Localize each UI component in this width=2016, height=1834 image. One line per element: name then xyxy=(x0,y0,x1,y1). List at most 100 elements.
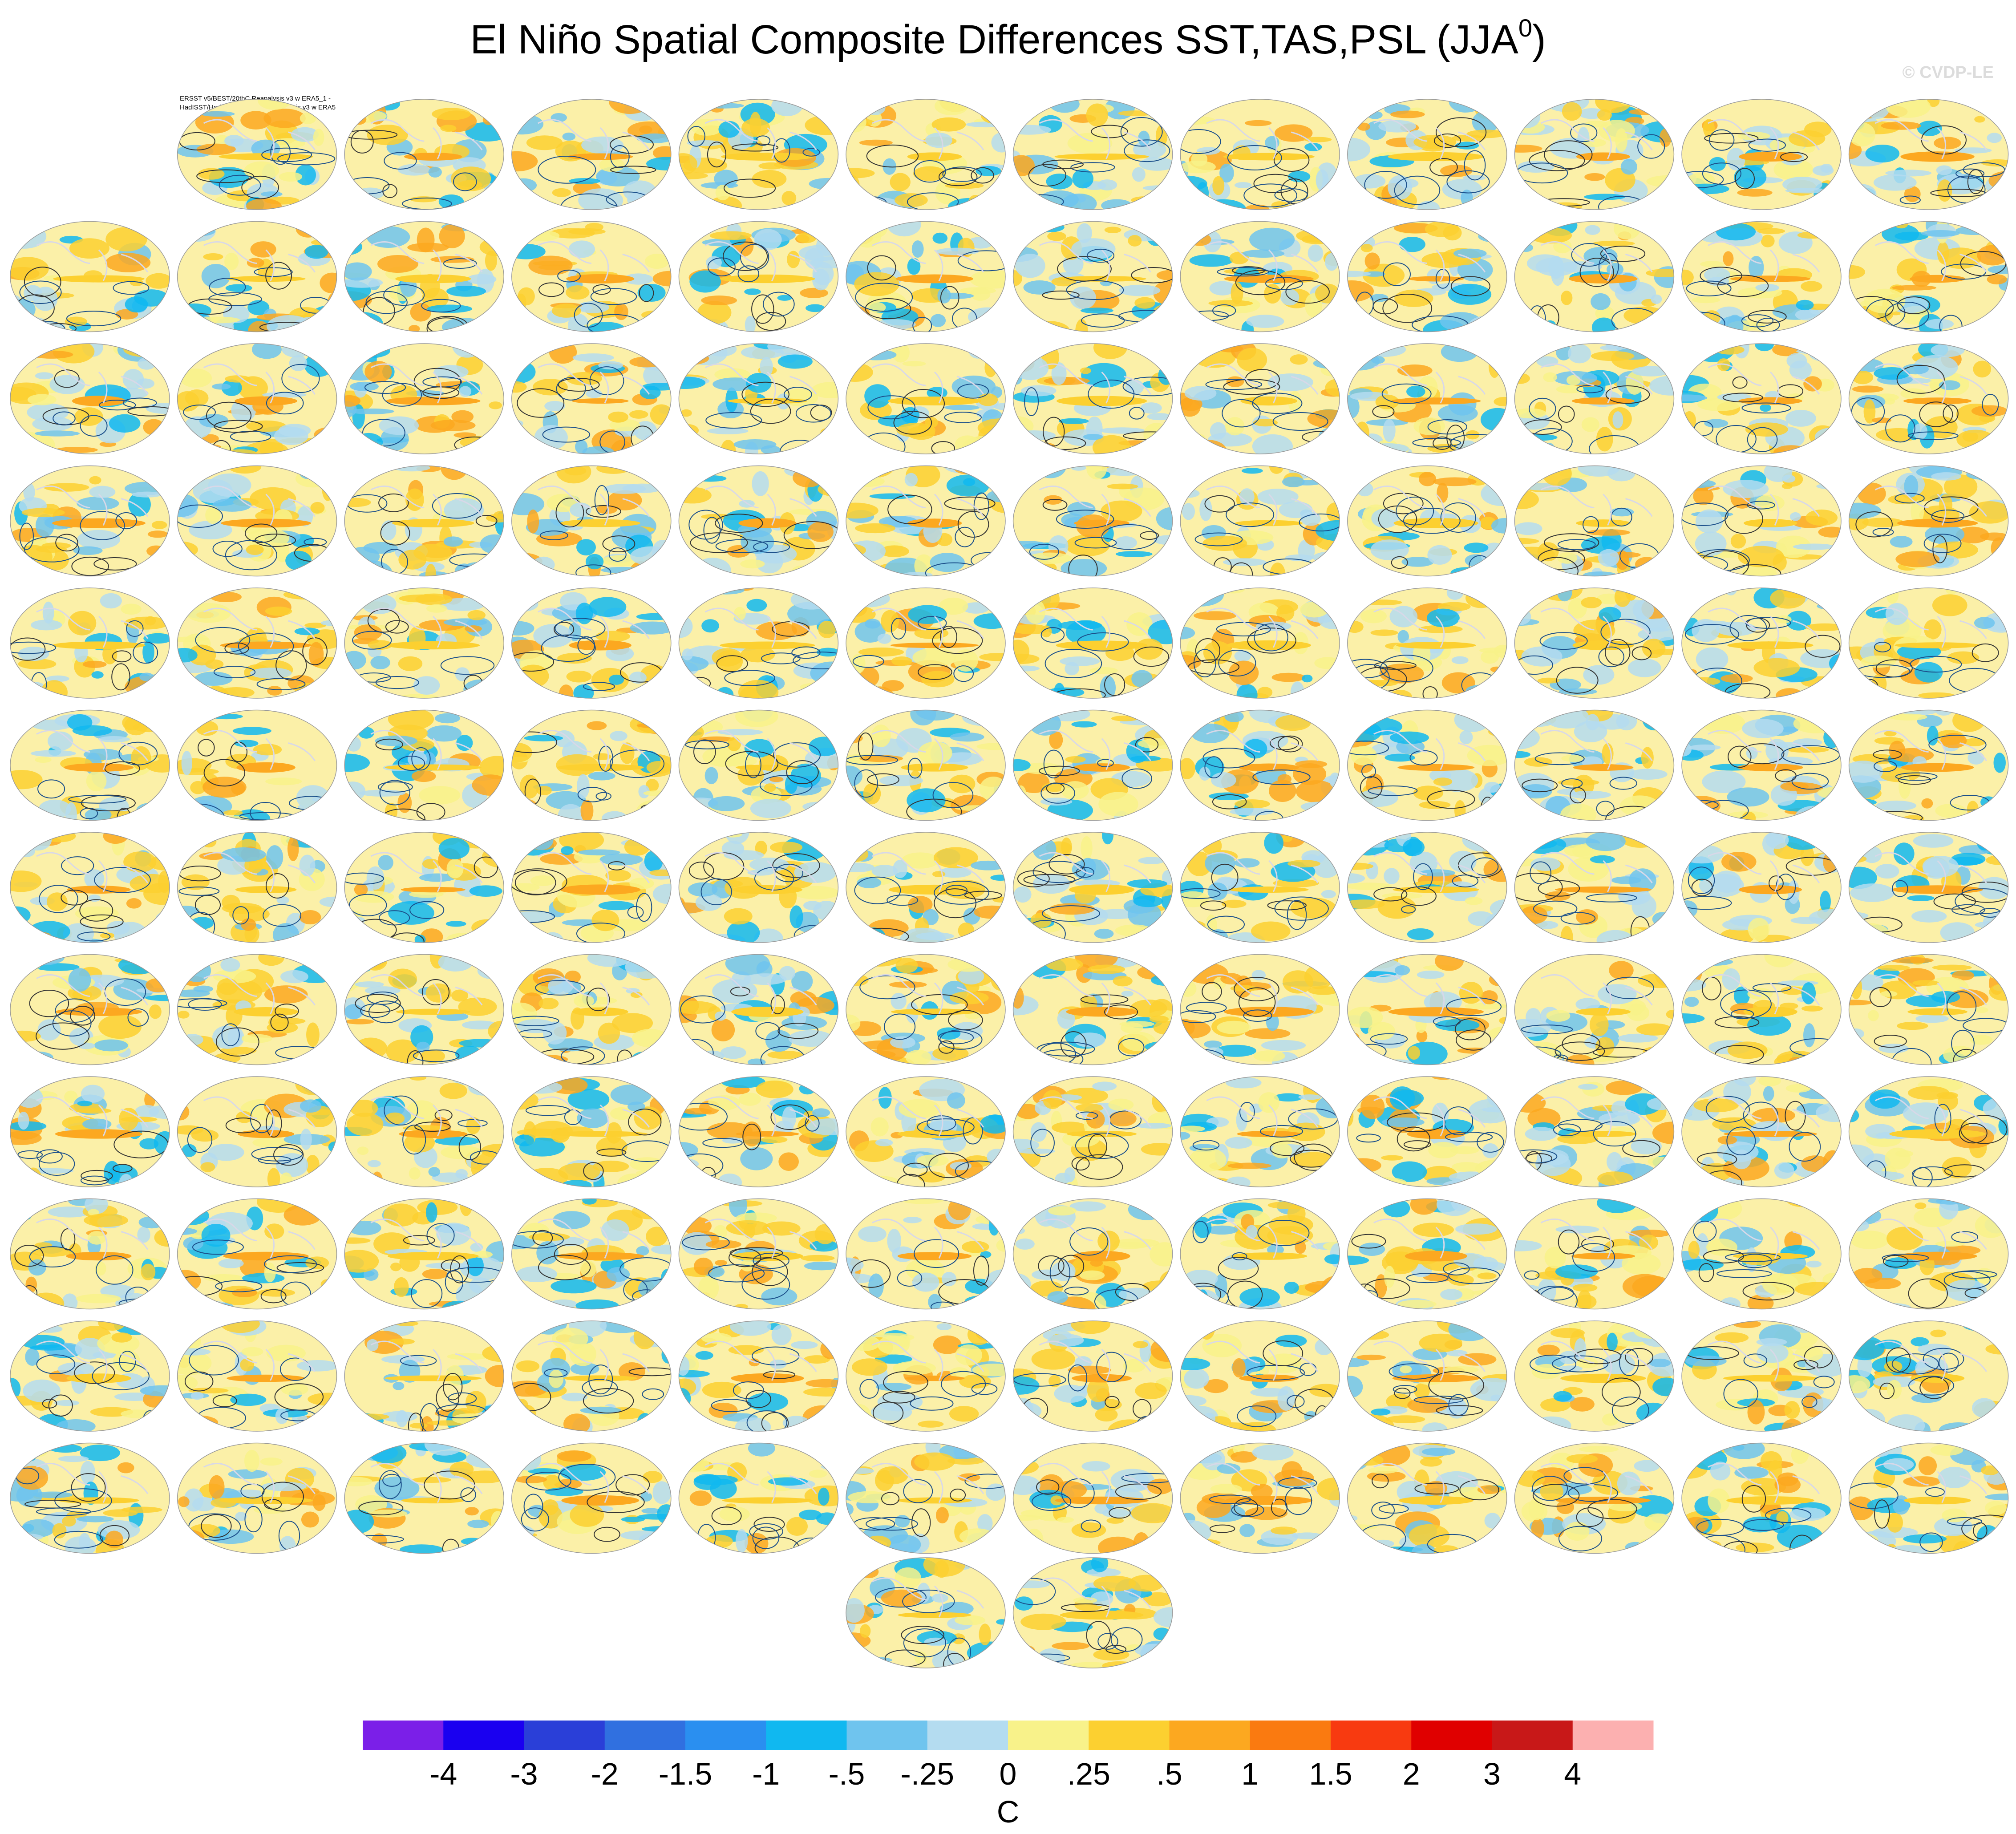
map-field-patch xyxy=(194,672,233,686)
map-field-patch xyxy=(871,725,891,748)
map-field-patch xyxy=(1643,1045,1674,1057)
map-field-patch xyxy=(1823,727,1841,748)
map-field-patch xyxy=(1761,235,1775,247)
map-coastline xyxy=(203,486,316,526)
map-field-patch xyxy=(585,554,604,570)
map-field-patch xyxy=(612,1013,653,1033)
map-field-patch xyxy=(1266,1013,1279,1031)
map-field-patch xyxy=(1318,804,1331,821)
map-field-patch xyxy=(1480,408,1507,431)
map-field-patch xyxy=(18,1051,53,1063)
map-contour xyxy=(918,664,952,680)
map-panel xyxy=(1849,221,2008,332)
map-outline xyxy=(1347,343,1507,454)
map-field-patch xyxy=(143,633,170,644)
map-field-patch xyxy=(1180,440,1192,453)
map-contour xyxy=(773,742,821,768)
map-field-patch xyxy=(1455,142,1479,150)
map-field-patch xyxy=(1451,656,1469,664)
map-field-patch xyxy=(1775,615,1792,623)
map-field-patch xyxy=(397,164,431,176)
map-field-patch xyxy=(1203,641,1232,664)
map-field-patch xyxy=(1308,588,1340,598)
map-field-patch xyxy=(572,353,614,362)
map-panel xyxy=(1347,344,1507,454)
map-field-patch xyxy=(733,439,777,450)
map-contour xyxy=(281,364,320,393)
map-field-patch xyxy=(846,502,878,519)
map-field-patch xyxy=(438,838,470,859)
map-field-patch xyxy=(846,846,869,862)
map-contour xyxy=(1687,924,1710,943)
map-field-patch xyxy=(1135,320,1169,329)
map-field-patch xyxy=(263,109,306,128)
map-field-patch xyxy=(367,125,408,146)
map-contour xyxy=(475,515,498,527)
map-field-patch xyxy=(1069,286,1097,309)
map-field-patch xyxy=(1285,554,1314,561)
map-field-patch xyxy=(1183,196,1196,210)
map-contour xyxy=(79,899,113,922)
map-equatorial-band xyxy=(1057,276,1146,282)
map-contour xyxy=(555,498,584,528)
map-field-patch xyxy=(760,357,773,377)
map-contour xyxy=(1741,402,1791,414)
map-contour xyxy=(1961,881,2008,903)
map-field-patch xyxy=(1885,603,1909,625)
map-contour xyxy=(68,795,127,804)
map-field-patch xyxy=(29,536,47,545)
map-panel xyxy=(511,588,671,698)
map-field-patch xyxy=(1913,355,1958,379)
map-field-patch xyxy=(747,869,774,876)
map-contour xyxy=(621,1140,671,1162)
map-field-patch xyxy=(344,554,361,571)
map-outline xyxy=(1848,709,2009,821)
map-field-patch xyxy=(22,954,65,966)
map-field-patch xyxy=(1367,443,1409,454)
map-field-patch xyxy=(746,599,767,612)
map-contour xyxy=(737,265,760,283)
map-coastline xyxy=(203,730,316,770)
map-equatorial-band xyxy=(888,884,981,895)
map-field-patch xyxy=(846,474,872,483)
map-field-patch xyxy=(1849,184,1877,205)
map-field-patch xyxy=(785,774,798,794)
map-panel xyxy=(177,710,337,821)
map-field-patch xyxy=(608,411,629,423)
map-outline xyxy=(1180,221,1340,332)
map-field-patch xyxy=(587,721,607,730)
map-field-patch xyxy=(344,192,367,210)
map-contour xyxy=(1560,912,1596,925)
map-field-patch xyxy=(199,852,228,860)
map-field-patch xyxy=(805,572,837,576)
map-contour xyxy=(81,794,136,812)
map-field-patch xyxy=(1742,563,1777,576)
map-field-patch xyxy=(1312,551,1340,563)
map-field-patch xyxy=(1433,777,1453,786)
map-field-patch xyxy=(21,508,65,517)
map-equatorial-band xyxy=(1907,1008,1967,1016)
map-outline xyxy=(1012,832,1173,943)
map-outline xyxy=(1012,99,1173,210)
map-contour xyxy=(113,281,150,295)
map-panel xyxy=(344,99,504,210)
map-field-patch xyxy=(1321,890,1336,899)
map-field-patch xyxy=(27,394,57,405)
map-field-patch xyxy=(1863,399,1876,424)
map-field-patch xyxy=(801,1173,838,1187)
map-field-patch xyxy=(1809,425,1837,446)
map-contour xyxy=(1598,646,1624,668)
map-contour xyxy=(1272,412,1328,431)
map-contour xyxy=(865,298,911,320)
map-contour xyxy=(602,535,636,552)
map-field-patch xyxy=(306,1022,320,1047)
map-field-patch xyxy=(1013,624,1049,635)
map-field-patch xyxy=(978,393,998,406)
map-field-patch xyxy=(701,619,719,633)
map-panel xyxy=(679,588,838,698)
map-contour xyxy=(1752,983,1792,992)
map-field-patch xyxy=(1138,738,1173,749)
map-contour xyxy=(1604,639,1631,666)
map-field-patch xyxy=(1472,199,1507,210)
map-field-patch xyxy=(1583,571,1617,576)
